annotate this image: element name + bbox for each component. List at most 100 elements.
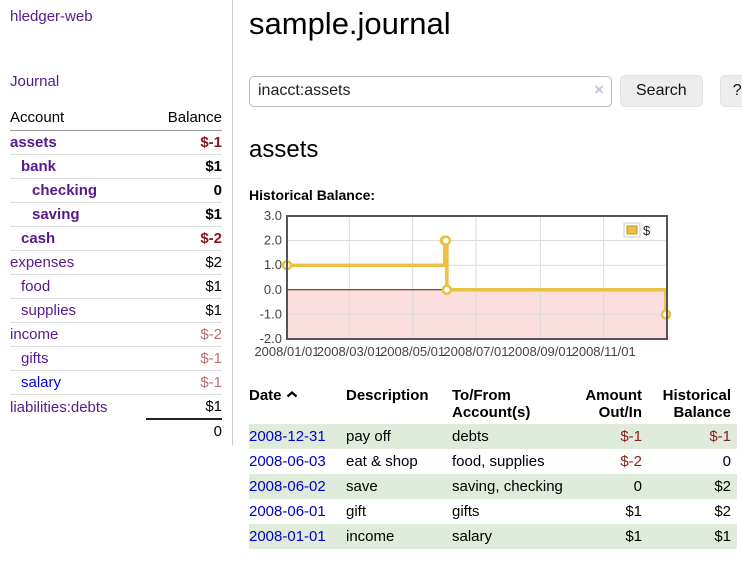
account-balance: $1 (146, 202, 222, 227)
transaction-description: income (346, 528, 395, 545)
svg-text:$: $ (643, 223, 651, 238)
register-row: 2008-06-02 save saving, checking 0 $2 (249, 474, 737, 499)
account-link[interactable]: checking (32, 182, 98, 199)
search-button[interactable]: Search (620, 75, 703, 107)
account-balance: 0 (146, 178, 222, 203)
account-link[interactable]: assets (10, 134, 57, 151)
register-row: 2008-06-03 eat & shop food, supplies $-2 0 (249, 449, 737, 474)
transaction-accounts: debts (452, 428, 489, 445)
transaction-amount: $-2 (620, 453, 642, 470)
svg-text:2008/11/01: 2008/11/01 (572, 344, 636, 359)
transaction-date-link[interactable]: 2008-12-31 (249, 428, 326, 445)
transaction-amount: $1 (625, 528, 642, 545)
transaction-balance: $1 (714, 528, 731, 545)
clear-search-icon[interactable]: × (594, 79, 604, 99)
transaction-amount: 0 (633, 478, 642, 495)
svg-text:3.0: 3.0 (264, 211, 282, 223)
chart-svg: $3.0 2.0 1.0 0.0 -1.0 -2.02008/01/012008/03/0… (254, 208, 672, 359)
account-heading: assets (249, 136, 319, 163)
transaction-date-link[interactable]: 2008-01-01 (249, 528, 326, 545)
account-balance: $-2 (146, 322, 222, 347)
account-link[interactable]: supplies (21, 302, 77, 319)
register-row: 2008-01-01 income salary $1 $1 (249, 524, 737, 549)
page-title: sample.journal (249, 6, 451, 41)
account-balance: $-1 (146, 346, 222, 371)
account-link[interactable]: cash (21, 230, 56, 247)
account-row: supplies $1 (10, 298, 222, 323)
register-table: Date Description To/From Account(s) Amou… (249, 384, 737, 549)
account-row: assets $-1 (10, 131, 222, 155)
account-link[interactable]: expenses (10, 254, 75, 271)
svg-text:-2.0: -2.0 (260, 331, 282, 346)
transaction-description: save (346, 478, 378, 495)
search-form: × Search ? (249, 75, 742, 107)
account-row: expenses $2 (10, 250, 222, 275)
transaction-description: pay off (346, 428, 391, 445)
transaction-balance: $2 (714, 478, 731, 495)
register-header-amount: Amount Out/In (585, 387, 642, 421)
account-link[interactable]: gifts (21, 350, 49, 367)
register-row: 2008-06-01 gift gifts $1 $2 (249, 499, 737, 524)
account-row: salary $-1 (10, 370, 222, 395)
svg-text:2008/07/01: 2008/07/01 (443, 344, 508, 359)
transaction-balance: $2 (714, 503, 731, 520)
transaction-description: eat & shop (346, 453, 418, 470)
account-link[interactable]: income (10, 326, 59, 343)
account-balance: $1 (146, 274, 222, 299)
account-balance: $-1 (146, 370, 222, 395)
sidebar-item-journal[interactable]: Journal (10, 73, 60, 90)
account-row: gifts $-1 (10, 346, 222, 371)
account-row: food $1 (10, 274, 222, 299)
transaction-accounts: gifts (452, 503, 480, 520)
account-row: cash $-2 (10, 226, 222, 251)
transaction-description: gift (346, 503, 367, 520)
account-row: income $-2 (10, 322, 222, 347)
sidebar: hledger-web Journal Account Balance asse… (0, 0, 233, 445)
svg-text:2008/01/01: 2008/01/01 (254, 344, 319, 359)
accounts-total: 0 (146, 418, 222, 443)
account-row: checking 0 (10, 178, 222, 203)
sort-ascending-icon (286, 391, 297, 398)
register-header-balance: Historical Balance (662, 387, 731, 421)
main-content: sample.journal × Search ? assets Histori… (233, 0, 742, 549)
svg-text:2008/09/01: 2008/09/01 (508, 344, 573, 359)
svg-text:1.0: 1.0 (264, 257, 282, 272)
register-row: 2008-12-31 pay off debts $-1 $-1 (249, 424, 737, 449)
historical-balance-chart: $3.0 2.0 1.0 0.0 -1.0 -2.0 2008/01/01 2008/03/0… (249, 208, 742, 368)
account-row: bank $1 (10, 154, 222, 179)
account-balance: $-1 (200, 134, 222, 151)
transaction-accounts: salary (452, 528, 493, 545)
app-brand-link[interactable]: hledger-web (10, 8, 93, 25)
svg-text:2.0: 2.0 (264, 233, 282, 248)
transaction-date-link[interactable]: 2008-06-01 (249, 503, 326, 520)
svg-text:0.0: 0.0 (264, 282, 282, 297)
account-balance: $-2 (146, 226, 222, 251)
transaction-accounts: saving, checking (452, 478, 563, 495)
transaction-date-link[interactable]: 2008-06-02 (249, 478, 326, 495)
help-button[interactable]: ? (719, 75, 742, 107)
transaction-date-link[interactable]: 2008-06-03 (249, 453, 326, 470)
svg-text:-1.0: -1.0 (260, 306, 282, 321)
account-row: liabilities:debts $1 (10, 394, 222, 419)
page: hledger-web Journal Account Balance asse… (0, 0, 742, 549)
account-link[interactable]: liabilities:debts (10, 398, 108, 416)
accounts-table: Account Balance assets $-1 bank $1 checking 0… (10, 106, 222, 443)
transaction-accounts: food, supplies (452, 453, 545, 470)
transaction-balance: $-1 (709, 428, 731, 445)
account-link[interactable]: food (21, 278, 51, 295)
register-header-accounts: To/From Account(s) (452, 387, 531, 421)
account-link[interactable]: saving (32, 206, 80, 223)
account-row: saving $1 (10, 202, 222, 227)
svg-text:2008/05/01: 2008/05/01 (380, 344, 445, 359)
transaction-amount: $1 (625, 503, 642, 520)
transaction-amount: $-1 (620, 428, 642, 445)
account-balance: $1 (146, 298, 222, 323)
account-link[interactable]: bank (21, 158, 57, 175)
account-balance: $2 (146, 250, 222, 275)
account-balance: $1 (146, 394, 222, 419)
register-header-description: Description (346, 387, 429, 404)
register-header-date[interactable]: Date (249, 384, 346, 424)
search-input[interactable] (249, 75, 612, 107)
account-link[interactable]: salary (21, 374, 62, 391)
account-balance: $1 (146, 154, 222, 179)
